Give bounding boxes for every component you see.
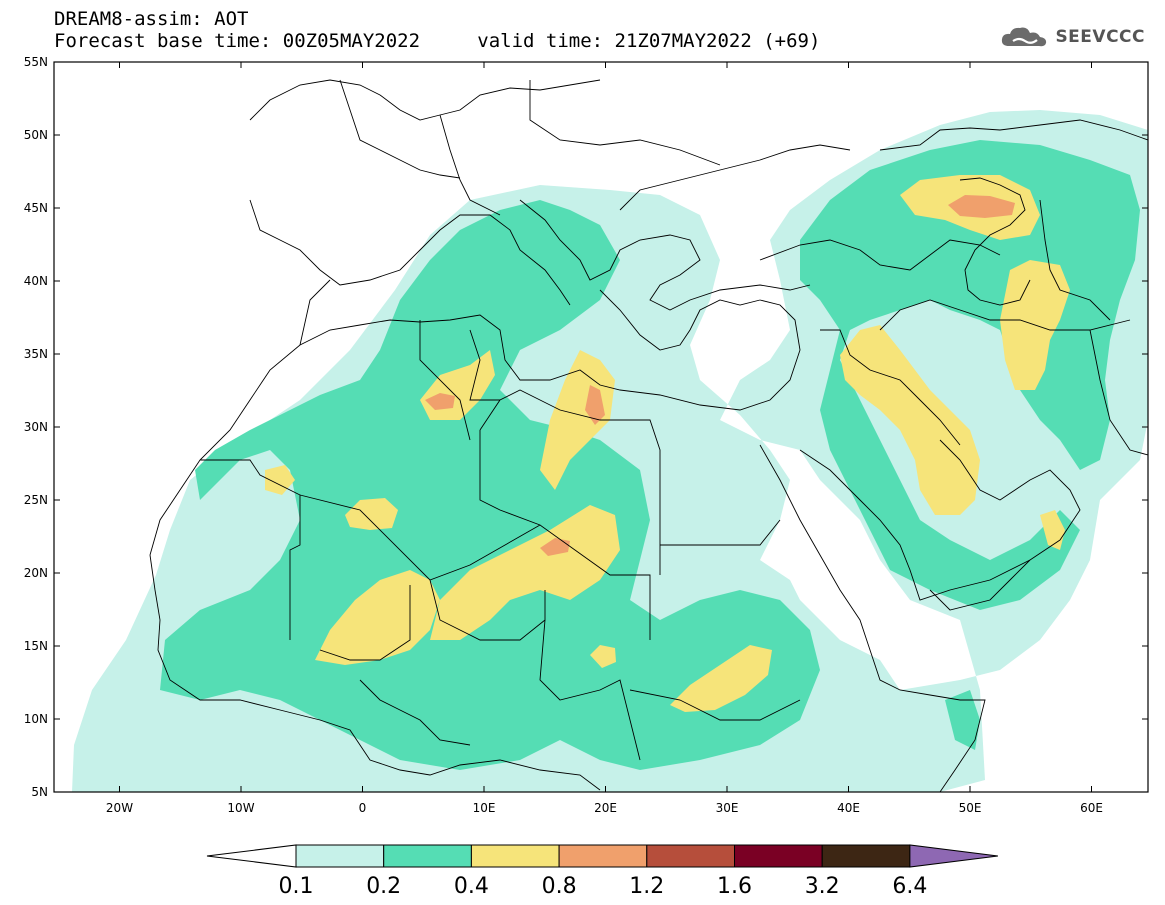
aot-contour-l3 xyxy=(345,498,398,530)
colorbar-cell xyxy=(558,844,648,868)
aot-contour-l3 xyxy=(265,465,295,495)
border xyxy=(469,329,500,401)
aot-contour-l2 xyxy=(800,140,1140,610)
lon-tick-label: 10E xyxy=(473,801,496,815)
coastline xyxy=(959,177,1031,306)
colorbar-cell xyxy=(646,844,735,868)
border xyxy=(1039,199,1111,321)
aot-contours xyxy=(72,110,1148,792)
coastline xyxy=(149,299,801,556)
lat-tick-label: 25N xyxy=(24,493,48,507)
lon-tick-label: 60E xyxy=(1080,801,1103,815)
aot-contour-l3 xyxy=(430,505,620,640)
lon-tick-label: 0 xyxy=(359,801,367,815)
coastline xyxy=(519,199,811,311)
colorbar-label: 1.6 xyxy=(717,874,752,899)
border xyxy=(820,329,961,446)
time-info: Forecast base time: 00Z05MAY2022 valid t… xyxy=(54,30,820,52)
colorbar-cells xyxy=(206,844,998,868)
lon-tick-label: 10W xyxy=(227,801,254,815)
coastline xyxy=(759,239,1001,271)
border xyxy=(529,80,721,166)
lon-tick-label: 20W xyxy=(106,801,133,815)
colorbar-label: 0.1 xyxy=(279,874,314,899)
border xyxy=(1089,329,1148,456)
aot-contour-l3 xyxy=(590,645,616,668)
border xyxy=(629,689,801,721)
map-title: DREAM8-assim: AOT xyxy=(54,8,249,30)
border xyxy=(299,494,651,640)
coastline xyxy=(599,289,761,351)
colorbar-label: 0.2 xyxy=(366,874,401,899)
aot-contour-l3 xyxy=(1040,510,1065,550)
border xyxy=(319,585,411,661)
aot-contour-l3 xyxy=(670,645,772,712)
border xyxy=(879,299,1131,331)
lat-tick-label: 55N xyxy=(24,55,48,69)
aot-contour-l4 xyxy=(425,393,455,410)
logo-text: SEEVCCC xyxy=(1055,27,1145,47)
seevccc-logo: SEEVCCC xyxy=(999,24,1145,50)
border xyxy=(439,114,501,216)
lon-tick-label: 30E xyxy=(716,801,739,815)
aot-contour-l3 xyxy=(840,325,980,515)
lat-tick-label: 10N xyxy=(24,712,48,726)
aot-contour-l4 xyxy=(540,538,570,556)
colorbar-cell xyxy=(295,844,385,868)
cloud-icon xyxy=(1002,27,1047,47)
colorbar-label: 0.8 xyxy=(542,874,577,899)
border xyxy=(479,430,541,526)
aot-contour-l4 xyxy=(948,195,1015,218)
aot-contour-l4 xyxy=(585,385,605,425)
colorbar-label: 0.4 xyxy=(454,874,489,899)
lat-tick-label: 45N xyxy=(24,201,48,215)
border xyxy=(619,144,851,211)
country-borders xyxy=(149,79,1148,792)
border xyxy=(429,579,546,641)
colorbar-label: 1.2 xyxy=(629,874,664,899)
lat-tick-label: 30N xyxy=(24,420,48,434)
border xyxy=(879,119,1148,151)
lon-tick-label: 20E xyxy=(594,801,617,815)
colorbar-cell xyxy=(734,844,823,868)
border xyxy=(419,320,471,441)
border xyxy=(339,79,461,179)
lat-tick-label: 40N xyxy=(24,274,48,288)
lat-tick-label: 50N xyxy=(24,128,48,142)
aot-contour-l2 xyxy=(160,200,820,770)
colorbar-low-arrow xyxy=(206,844,297,868)
colorbar-label: 3.2 xyxy=(805,874,840,899)
lon-tick-label: 50E xyxy=(959,801,982,815)
border xyxy=(929,559,1031,611)
border xyxy=(299,279,331,346)
colorbar-labels: 0.1 0.2 0.4 0.8 1.2 1.6 3.2 6.4 xyxy=(279,874,928,899)
coastline xyxy=(759,444,986,792)
colorbar-label: 6.4 xyxy=(892,874,927,899)
lon-tick-label: 40E xyxy=(837,801,860,815)
latitude-axis: 55N 50N 45N 40N 35N 30N 25N 20N 15N 10N 5N xyxy=(24,55,1148,799)
valid-time: valid time: 21Z07MAY2022 (+69) xyxy=(477,30,821,52)
aot-contour-l3 xyxy=(540,350,615,490)
coastline xyxy=(249,199,571,306)
colorbar-cell xyxy=(383,844,472,868)
lat-tick-label: 15N xyxy=(24,639,48,653)
colorbar-cell xyxy=(821,844,911,868)
colorbar-cell xyxy=(470,844,560,868)
coastline xyxy=(149,554,601,791)
colorbar: 0.1 0.2 0.4 0.8 1.2 1.6 3.2 6.4 xyxy=(206,844,998,899)
border xyxy=(539,619,641,761)
border xyxy=(479,389,661,575)
lat-tick-label: 5N xyxy=(31,785,48,799)
map-header: DREAM8-assim: AOT Forecast base time: 00… xyxy=(54,8,820,52)
aot-contour-l2 xyxy=(945,690,980,750)
forecast-base-time: Forecast base time: 00Z05MAY2022 xyxy=(54,30,421,52)
border xyxy=(660,519,781,546)
colorbar-high-arrow xyxy=(909,844,998,868)
border xyxy=(359,679,471,746)
longitude-axis: 20W 10W 0 10E 20E 30E 40E 50E 60E xyxy=(106,62,1103,815)
lat-tick-label: 20N xyxy=(24,566,48,580)
lat-tick-label: 35N xyxy=(24,347,48,361)
